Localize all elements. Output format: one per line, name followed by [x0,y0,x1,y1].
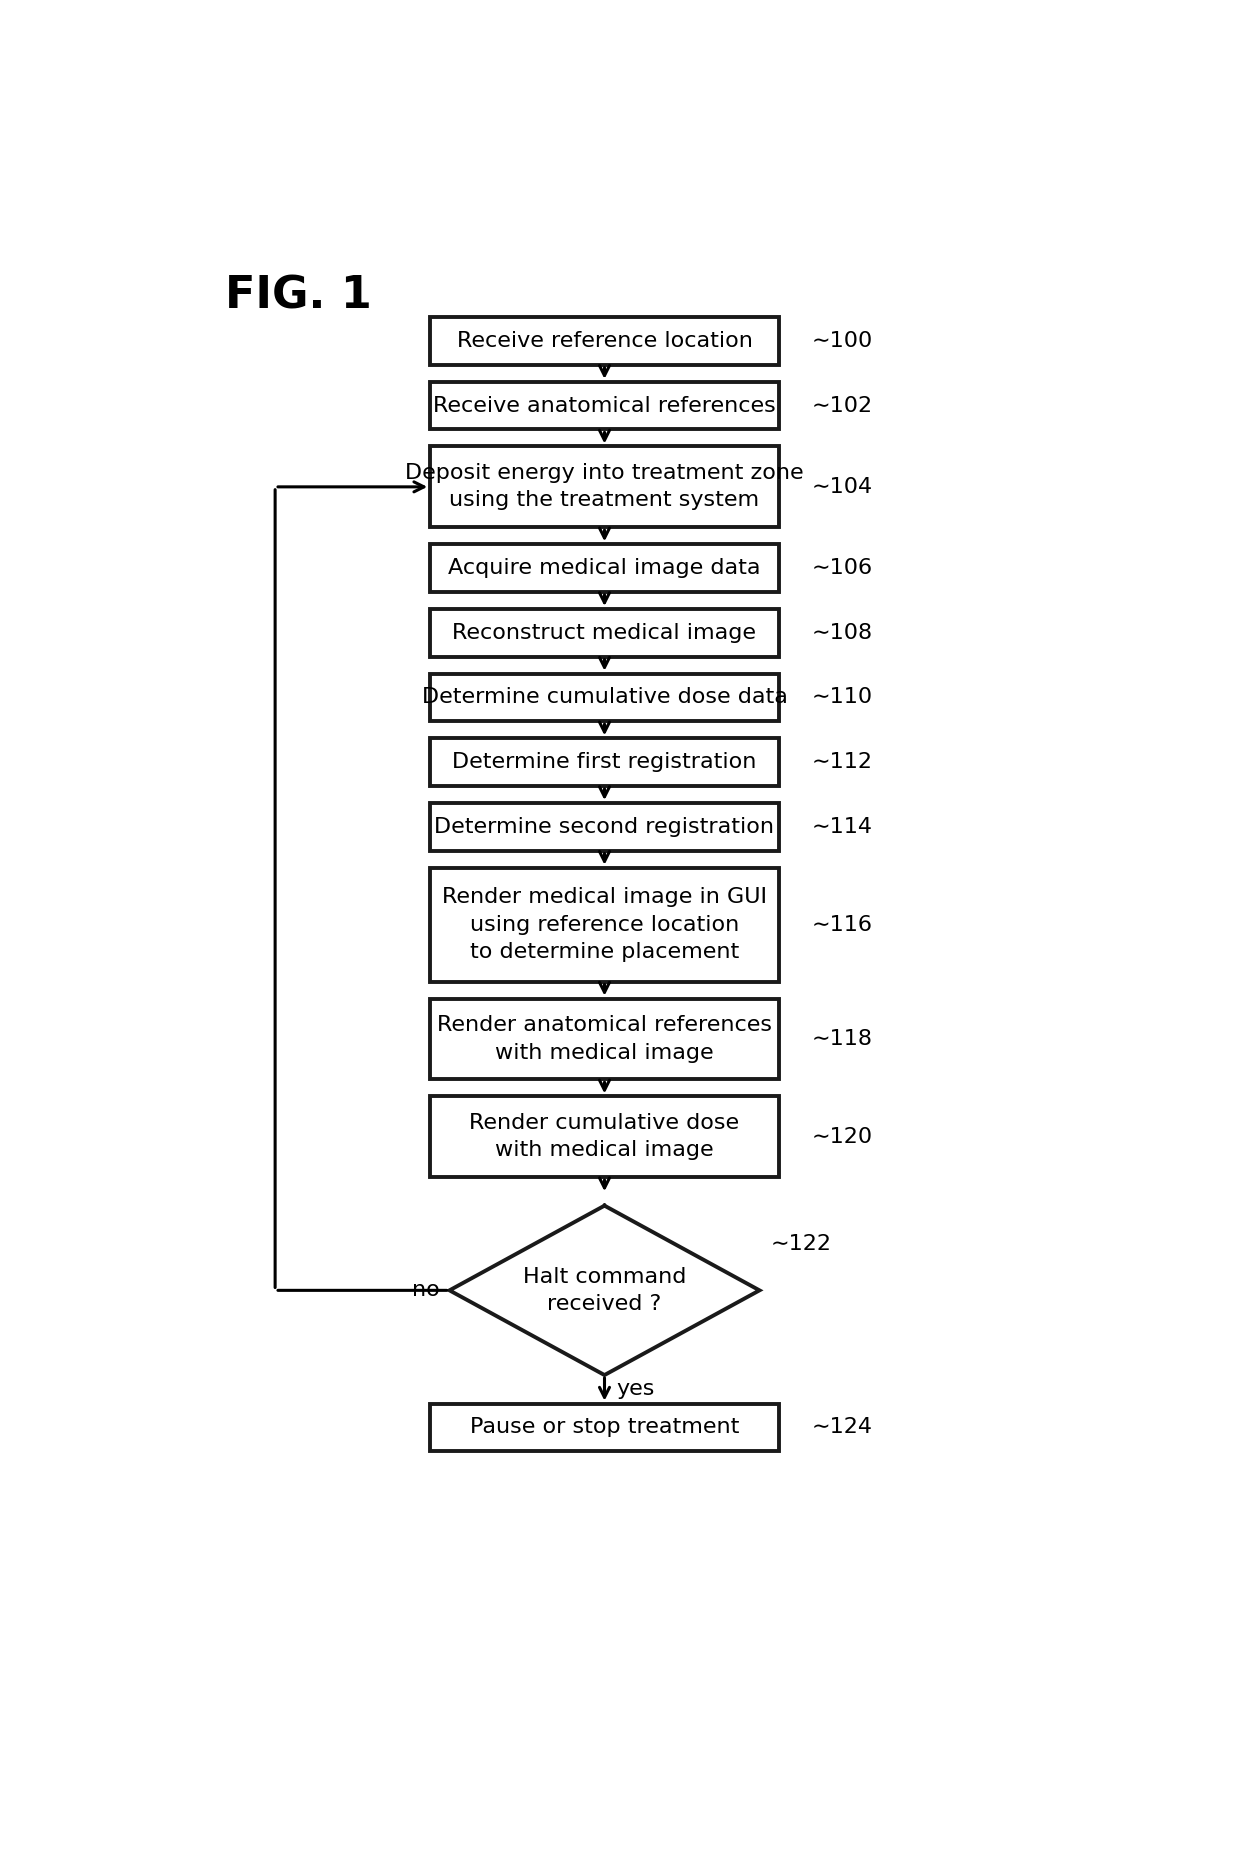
Text: Determine second registration: Determine second registration [434,817,775,838]
Text: Halt command
received ?: Halt command received ? [523,1267,686,1314]
FancyBboxPatch shape [430,867,779,982]
Text: ∼106: ∼106 [811,558,873,578]
Text: ∼102: ∼102 [811,397,873,415]
Text: Deposit energy into treatment zone
using the treatment system: Deposit energy into treatment zone using… [405,463,804,510]
Text: Receive reference location: Receive reference location [456,332,753,350]
FancyBboxPatch shape [430,447,779,528]
Text: Render anatomical references
with medical image: Render anatomical references with medica… [436,1015,773,1062]
Polygon shape [449,1206,759,1375]
Text: Determine first registration: Determine first registration [453,752,756,773]
Text: no: no [413,1280,440,1301]
Text: ∼112: ∼112 [811,752,873,773]
FancyBboxPatch shape [430,737,779,786]
Text: ∼120: ∼120 [811,1127,873,1147]
Text: Reconstruct medical image: Reconstruct medical image [453,623,756,643]
Text: ∼124: ∼124 [811,1418,873,1438]
Text: ∼108: ∼108 [811,623,873,643]
Text: yes: yes [616,1379,655,1399]
Text: ∼122: ∼122 [771,1234,832,1254]
Text: ∼100: ∼100 [811,332,873,350]
Text: Render cumulative dose
with medical image: Render cumulative dose with medical imag… [470,1114,739,1160]
FancyBboxPatch shape [430,382,779,430]
FancyBboxPatch shape [430,610,779,656]
Text: ∼110: ∼110 [811,687,873,708]
FancyBboxPatch shape [430,545,779,591]
Text: FIG. 1: FIG. 1 [224,274,372,317]
Text: ∼118: ∼118 [811,1028,873,1049]
Text: ∼104: ∼104 [811,476,873,497]
Text: Acquire medical image data: Acquire medical image data [448,558,761,578]
Text: Determine cumulative dose data: Determine cumulative dose data [422,687,787,708]
FancyBboxPatch shape [430,1403,779,1451]
Text: Render medical image in GUI
using reference location
to determine placement: Render medical image in GUI using refere… [441,888,768,962]
FancyBboxPatch shape [430,999,779,1078]
Text: ∼114: ∼114 [811,817,873,838]
Text: Receive anatomical references: Receive anatomical references [433,397,776,415]
Text: Pause or stop treatment: Pause or stop treatment [470,1418,739,1438]
FancyBboxPatch shape [430,802,779,851]
FancyBboxPatch shape [430,317,779,365]
FancyBboxPatch shape [430,1097,779,1177]
FancyBboxPatch shape [430,674,779,721]
Text: ∼116: ∼116 [811,915,873,934]
